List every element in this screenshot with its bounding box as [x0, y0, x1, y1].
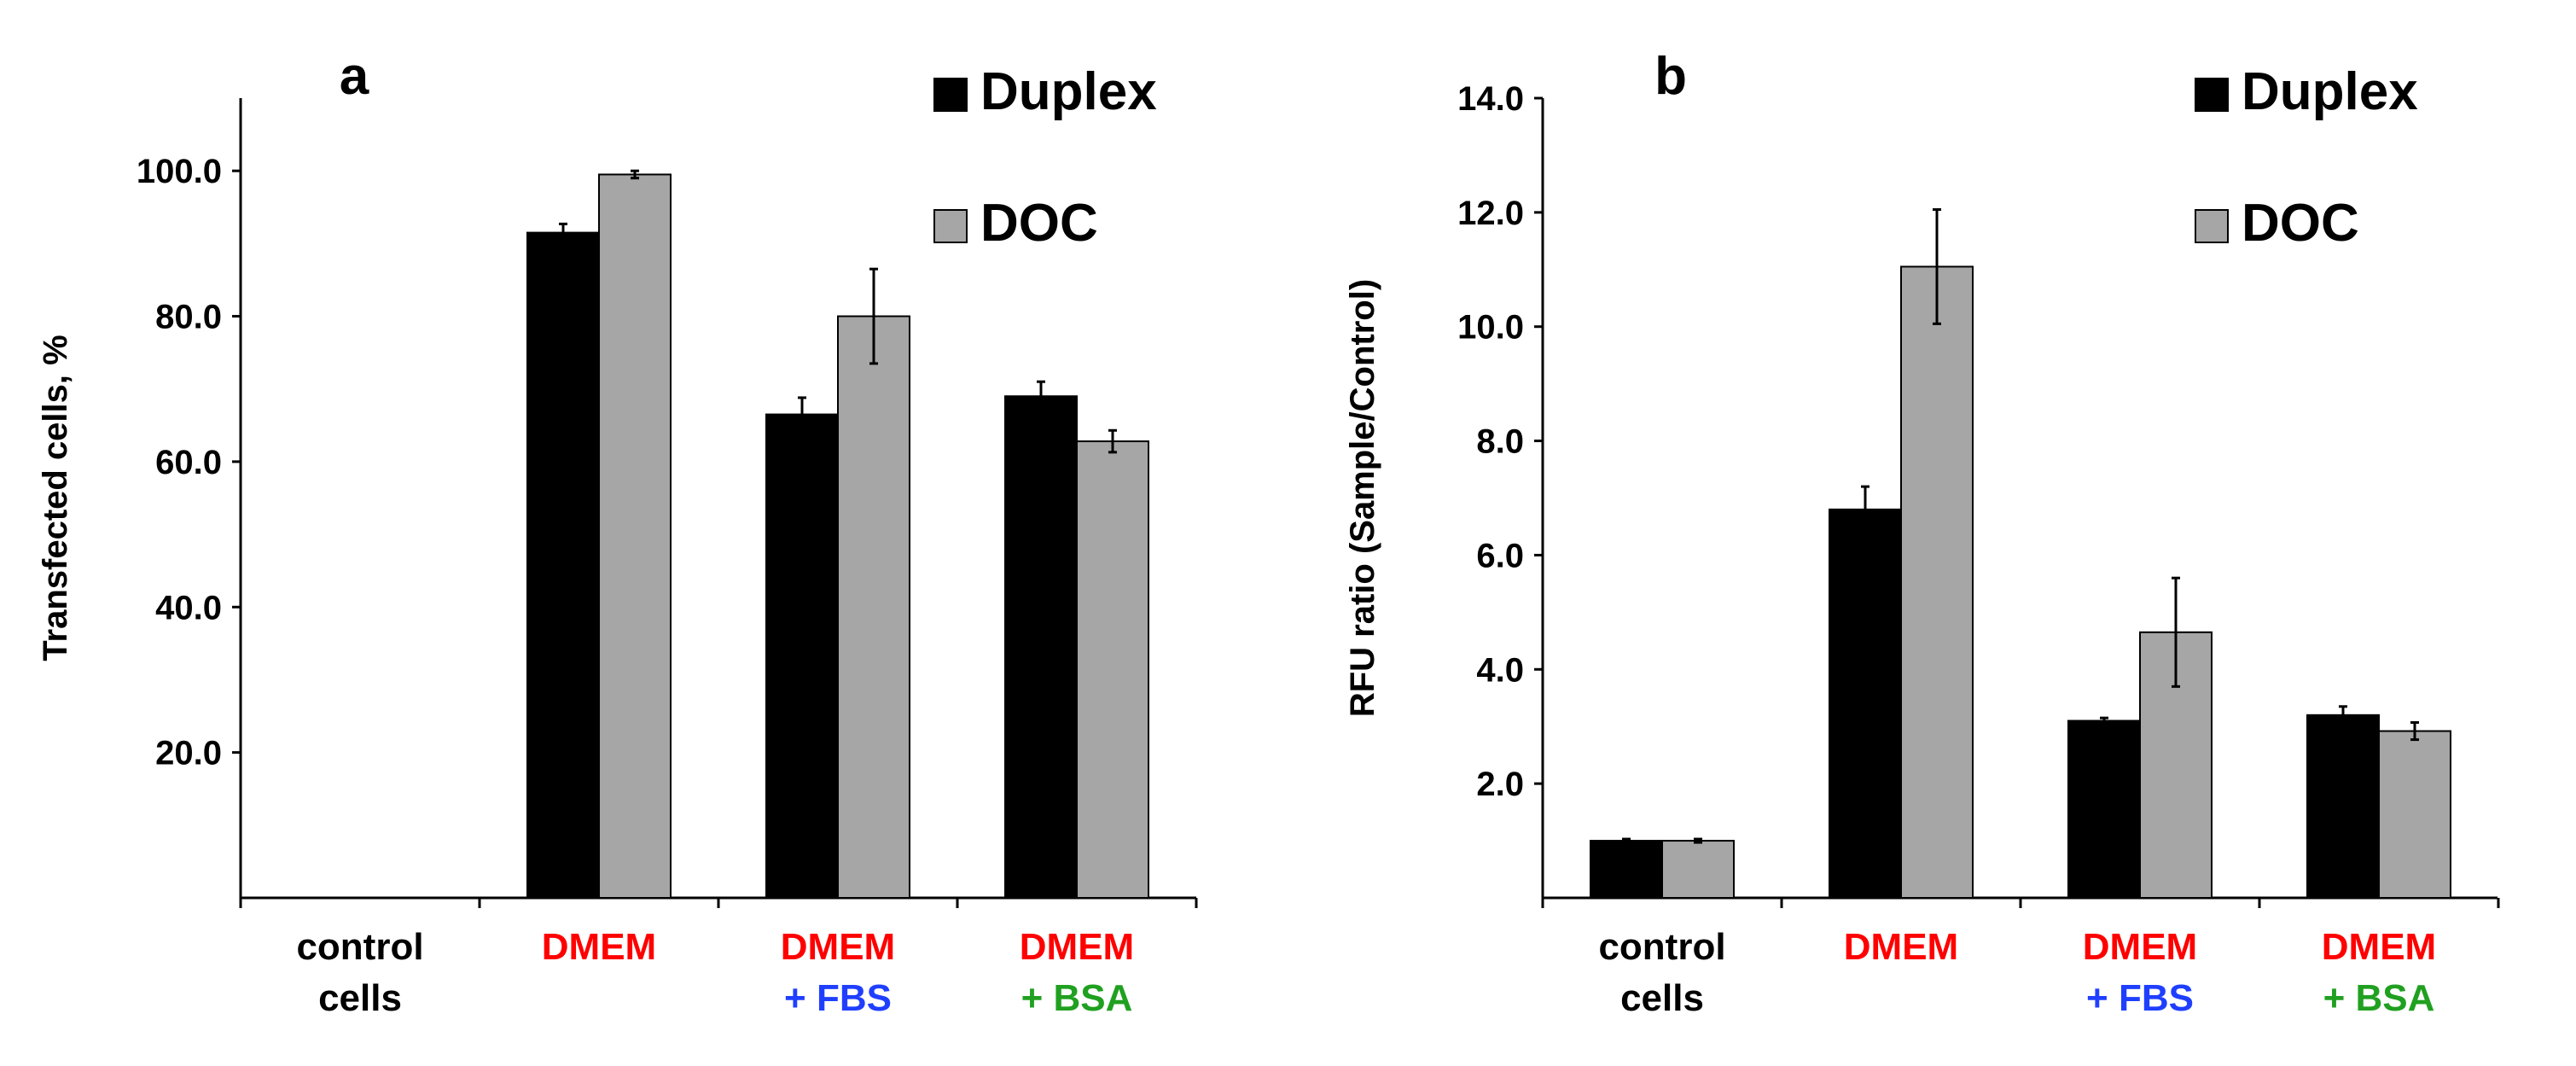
- y-tick-label: 10.0: [1457, 309, 1524, 347]
- y-tick-label: 14.0: [1457, 80, 1524, 118]
- bar-duplex: [526, 231, 600, 899]
- chart-panel-a: 20.0 40.0 60.0 80.0 100.0 Transfected cells, …: [37, 47, 1198, 1019]
- x-category-label: + BSA: [2323, 977, 2435, 1019]
- panel-label: b: [1654, 47, 1687, 106]
- y-tick-label: 20.0: [155, 735, 222, 772]
- x-category-label: + BSA: [1021, 977, 1133, 1019]
- legend-label: Duplex: [2242, 62, 2418, 121]
- y-axis-label: Transfected cells, %: [37, 335, 74, 661]
- x-category-label: DMEM: [2083, 926, 2197, 968]
- y-tick-label: 2.0: [1476, 766, 1524, 803]
- x-category-label: + FBS: [2086, 977, 2194, 1019]
- x-category-label: DMEM: [2322, 926, 2436, 968]
- x-category-label: control: [296, 926, 423, 968]
- bar-doc: [598, 173, 672, 899]
- y-tick-label: 6.0: [1476, 537, 1524, 574]
- legend-label: DOC: [980, 194, 1098, 253]
- y-axis-label: RFU ratio (Sample/Control): [1344, 279, 1381, 717]
- y-tick-label: 12.0: [1457, 195, 1524, 232]
- bar-duplex: [1829, 508, 1902, 900]
- y-tick-label: 80.0: [155, 299, 222, 336]
- panel-label: a: [340, 47, 369, 106]
- x-category-label: control: [1598, 926, 1725, 968]
- y-tick-label: 4.0: [1476, 651, 1524, 689]
- x-category-label: DMEM: [781, 926, 895, 968]
- y-tick-label: 40.0: [155, 589, 222, 626]
- bar-doc: [837, 315, 910, 899]
- x-category-label: cells: [318, 977, 402, 1019]
- x-category-label: DMEM: [1844, 926, 1958, 968]
- bar-doc: [1076, 440, 1149, 899]
- y-tick-label: 100.0: [137, 153, 222, 190]
- bar-doc: [2378, 730, 2451, 899]
- legend-swatch-duplex: [2195, 78, 2229, 112]
- x-category-label: DMEM: [542, 926, 656, 968]
- y-tick-label: 8.0: [1476, 423, 1524, 461]
- x-category-label: DMEM: [1020, 926, 1134, 968]
- legend-swatch-doc: [2195, 209, 2229, 243]
- bar-doc: [1900, 265, 1974, 900]
- legend-label: DOC: [2242, 194, 2359, 253]
- bar-duplex: [2067, 719, 2141, 899]
- legend-swatch-duplex: [933, 78, 968, 112]
- bar-duplex: [765, 413, 839, 900]
- legend-label: Duplex: [980, 62, 1157, 121]
- legend-swatch-doc: [933, 209, 968, 243]
- bar-doc: [1661, 840, 1735, 899]
- x-category-label: + FBS: [784, 977, 892, 1019]
- x-category-label: cells: [1620, 977, 1704, 1019]
- chart-panel-b: 2.0 4.0 6.0 8.0 10.0 12.0 14.0 RFU ratio (Sampl…: [1344, 47, 2500, 1019]
- bar-duplex: [1590, 840, 1663, 899]
- bar-duplex: [1004, 395, 1078, 899]
- y-tick-label: 60.0: [155, 444, 222, 481]
- bar-duplex: [2306, 714, 2380, 899]
